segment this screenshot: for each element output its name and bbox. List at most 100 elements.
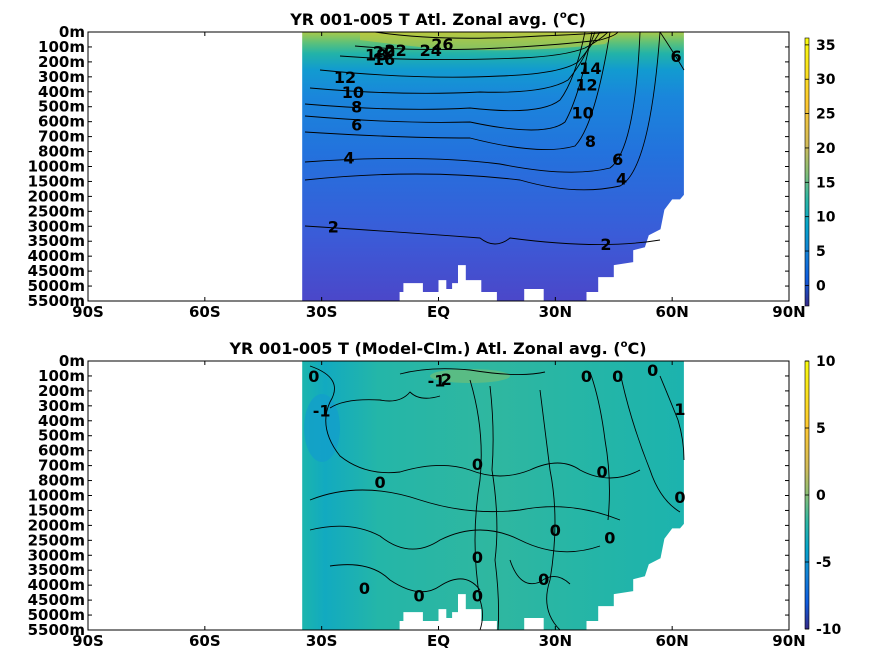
contour-label: 0 <box>413 587 424 606</box>
panel1-y-axis: 0m100m200m300m400m500m600m700m800m1000m1… <box>28 23 789 310</box>
panel2-title: YR 001-005 T (Model-Clm.) Atl. Zonal avg… <box>228 339 646 358</box>
contour-label: 0 <box>612 367 623 386</box>
y-tick-label: 3000m <box>28 546 85 564</box>
contour-label: 12 <box>575 75 597 94</box>
colorbar-tick-label: 35 <box>816 38 835 54</box>
colorbar-tick-label: 25 <box>816 107 835 123</box>
y-tick-label: 2500m <box>28 531 85 549</box>
y-tick-label: 5000m <box>28 277 85 295</box>
y-tick-label: 2500m <box>28 202 85 220</box>
y-tick-label: 4500m <box>28 591 85 609</box>
panel2-contours <box>309 365 685 630</box>
panel1-colorbar <box>804 37 810 307</box>
contour-label: 2 <box>441 370 452 389</box>
contour-label: 0 <box>538 570 549 589</box>
y-tick-label: 4500m <box>28 262 85 280</box>
y-tick-label: 5000m <box>28 606 85 624</box>
x-tick-label: 90N <box>772 303 805 321</box>
contour-label: 6 <box>670 47 681 66</box>
y-tick-label: 400m <box>38 412 85 430</box>
contour-label: 14 <box>579 59 601 78</box>
contour-label: -1 <box>428 371 446 390</box>
y-tick-label: 200m <box>38 53 85 71</box>
contour-label: 0 <box>359 579 370 598</box>
x-tick-label: 90S <box>72 632 104 650</box>
y-tick-label: 300m <box>38 68 85 86</box>
contour-label: 10 <box>342 83 364 102</box>
x-tick-label: EQ <box>427 303 450 321</box>
x-tick-label: 30N <box>539 303 572 321</box>
x-tick-label: 90S <box>72 303 104 321</box>
contour-label: 18 <box>365 45 387 64</box>
y-tick-label: 200m <box>38 382 85 400</box>
contour-label: 2 <box>328 217 339 236</box>
contour-label: 1 <box>674 400 685 419</box>
panel1-data-field <box>302 32 684 301</box>
panel2-colorbar-ticks: -10 -5 0 5 10 <box>805 354 842 638</box>
colorbar-tick-label: 5 <box>816 421 826 437</box>
y-tick-label: 500m <box>38 427 85 445</box>
x-tick-label: 30S <box>306 632 338 650</box>
colorbar-tick-label: -10 <box>816 622 842 638</box>
y-tick-label: 4000m <box>28 247 85 265</box>
contour-label: 0 <box>375 473 386 492</box>
contour-label: 24 <box>420 41 442 60</box>
panel-difference: YR 001-005 T (Model-Clm.) Atl. Zonal avg… <box>28 339 842 650</box>
x-tick-label: EQ <box>427 632 450 650</box>
contour-label: 10 <box>571 104 593 123</box>
panel2-data-field <box>302 361 684 630</box>
contour-label: 0 <box>308 367 319 386</box>
y-tick-label: 800m <box>38 143 85 161</box>
panel1-contours <box>304 32 685 245</box>
panel2-cool-anomaly <box>304 394 340 462</box>
y-tick-label: 300m <box>38 397 85 415</box>
contour-label: 0 <box>472 587 483 606</box>
y-tick-label: 5500m <box>28 292 85 310</box>
colorbar-tick-label: 10 <box>816 210 836 226</box>
y-tick-label: 1000m <box>28 487 85 505</box>
y-tick-label: 2000m <box>28 516 85 534</box>
contour-label: 16 <box>373 50 395 69</box>
y-tick-label: 4000m <box>28 576 85 594</box>
y-tick-label: 600m <box>38 442 85 460</box>
contour-label: 0 <box>674 488 685 507</box>
y-tick-label: 700m <box>38 128 85 146</box>
contour-label: 0 <box>472 548 483 567</box>
contour-label: 22 <box>385 41 407 60</box>
colorbar-tick-label: 0 <box>816 488 826 504</box>
y-tick-label: 1500m <box>28 501 85 519</box>
contour-label: 20 <box>373 42 395 61</box>
contour-label: 12 <box>334 68 356 87</box>
contour-label: -1 <box>313 401 331 420</box>
y-tick-label: 400m <box>38 83 85 101</box>
contour-label: 0 <box>472 455 483 474</box>
contour-label: 0 <box>581 367 592 386</box>
panel2-x-axis: 90S 60S 30S EQ 30N 60N 90N <box>72 361 806 650</box>
contour-label: 0 <box>604 528 615 547</box>
x-tick-label: 30N <box>539 632 572 650</box>
contour-label: 4 <box>343 149 354 168</box>
y-tick-label: 5500m <box>28 621 85 639</box>
panel1-warm-surface <box>360 32 620 51</box>
panel2-y-axis: 0m100m200m300m400m500m600m700m800m1000m1… <box>28 352 789 639</box>
y-tick-label: 100m <box>38 38 85 56</box>
x-tick-label: 60N <box>655 303 688 321</box>
panel1-x-axis: 90S 60S 30S EQ 30N 60N 90N <box>72 32 806 321</box>
contour-label: 4 <box>616 169 627 188</box>
x-tick-label: 60S <box>189 303 221 321</box>
contour-label: 2 <box>600 235 611 254</box>
contour-label: 6 <box>612 150 623 169</box>
y-tick-label: 3500m <box>28 232 85 250</box>
panel1-colorbar-ticks: 0 5 10 15 20 25 30 35 <box>805 38 836 294</box>
panel1-title: YR 001-005 T Atl. Zonal avg. (oC) <box>289 10 586 29</box>
y-tick-label: 2000m <box>28 187 85 205</box>
y-tick-label: 3500m <box>28 561 85 579</box>
y-tick-label: 500m <box>38 98 85 116</box>
contour-label: 0 <box>550 521 561 540</box>
colorbar-tick-label: 15 <box>816 175 835 191</box>
contour-label: 6 <box>351 116 362 135</box>
y-tick-label: 3000m <box>28 217 85 235</box>
colorbar-tick-label: -5 <box>816 555 832 571</box>
